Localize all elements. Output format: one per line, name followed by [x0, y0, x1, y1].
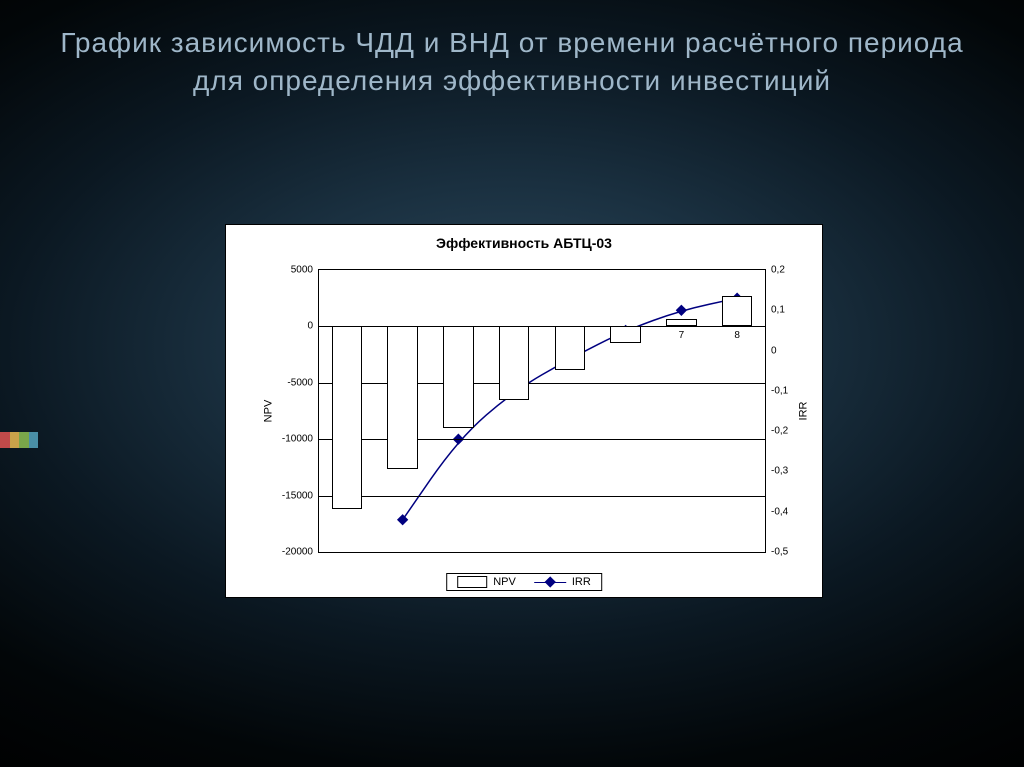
slide-title: График зависимость ЧДД и ВНД от времени …: [60, 24, 964, 100]
plot-area: NPV IRR 50000-5000-10000-15000-200000,20…: [318, 269, 766, 553]
y-left-tick-label: -5000: [287, 377, 313, 388]
bar: [332, 326, 363, 509]
y-right-tick-label: 0: [771, 345, 777, 356]
gridline: [319, 496, 765, 497]
accent-swatch-4: [29, 432, 39, 448]
legend-line-swatch: [534, 576, 566, 588]
legend-item-irr: IRR: [534, 576, 591, 588]
accent-swatch-3: [19, 432, 29, 448]
left-axis-title: NPV: [262, 400, 274, 423]
gridline: [319, 439, 765, 440]
gridline: [319, 326, 765, 327]
bar: [722, 296, 753, 326]
y-left-tick-label: 5000: [291, 265, 313, 276]
y-left-tick-label: -20000: [282, 547, 313, 558]
gridline: [319, 383, 765, 384]
legend-item-npv: NPV: [457, 576, 516, 588]
legend-label-irr: IRR: [572, 576, 591, 588]
y-left-tick-label: 0: [307, 321, 313, 332]
chart-title: Эффективность АБТЦ-03: [226, 235, 822, 251]
legend-label-npv: NPV: [493, 576, 516, 588]
bar: [610, 326, 641, 343]
x-tick-label: 7: [679, 330, 685, 341]
legend-bar-swatch: [457, 576, 487, 588]
y-left-tick-label: -15000: [282, 490, 313, 501]
y-left-tick-label: -10000: [282, 434, 313, 445]
y-right-tick-label: -0,3: [771, 466, 788, 477]
irr-marker: [397, 514, 408, 525]
bar: [387, 326, 418, 468]
bar: [555, 326, 586, 370]
y-right-tick-label: 0,1: [771, 305, 785, 316]
y-right-tick-label: -0,2: [771, 426, 788, 437]
irr-marker: [676, 305, 687, 316]
slide: График зависимость ЧДД и ВНД от времени …: [0, 0, 1024, 767]
bar: [499, 326, 530, 399]
line-layer: [319, 270, 765, 552]
x-tick-label: 8: [734, 330, 740, 341]
chart-panel: Эффективность АБТЦ-03 NPV IRR 50000-5000…: [225, 224, 823, 598]
y-right-tick-label: -0,4: [771, 506, 788, 517]
bar: [666, 319, 697, 327]
accent-swatch-1: [0, 432, 10, 448]
y-right-tick-label: -0,5: [771, 547, 788, 558]
y-right-tick-label: -0,1: [771, 385, 788, 396]
accent-swatch-2: [10, 432, 20, 448]
y-right-tick-label: 0,2: [771, 265, 785, 276]
right-axis-title: IRR: [798, 402, 810, 421]
accent-bar: [0, 432, 38, 448]
legend: NPV IRR: [446, 573, 602, 591]
bar: [443, 326, 474, 428]
